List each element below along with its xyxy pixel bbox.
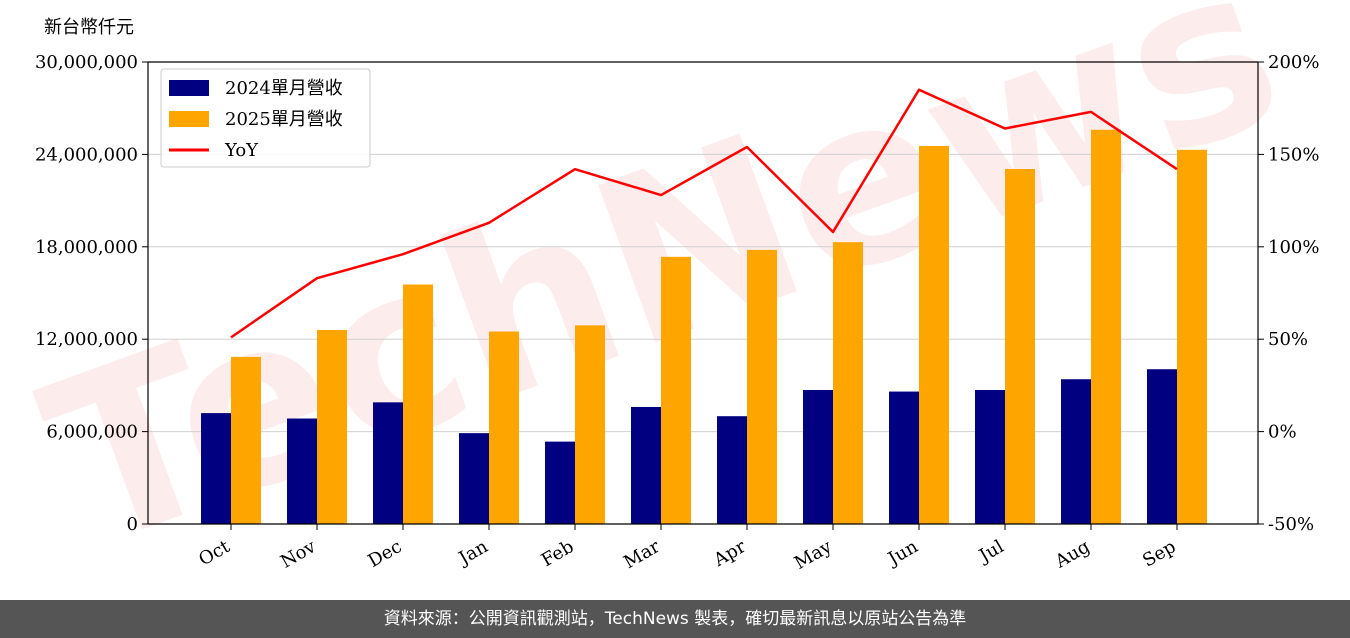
bar-2024 — [717, 416, 747, 524]
x-tick-label: Nov — [277, 536, 320, 573]
x-tick-label: May — [791, 536, 836, 574]
yoy-line — [230, 88, 1178, 339]
right-tick-label: 100% — [1268, 237, 1319, 258]
x-tick-label: Aug — [1051, 536, 1094, 573]
right-tick-label: 0% — [1268, 422, 1297, 443]
bar-2025 — [575, 325, 605, 524]
bar-2024 — [373, 402, 403, 524]
bar-2024 — [1147, 369, 1177, 524]
bar-2025 — [489, 331, 519, 524]
legend-box — [160, 68, 371, 168]
x-tick-label: Dec — [365, 536, 406, 572]
bar-2025 — [747, 249, 777, 524]
left-tick-label: 24,000,000 — [35, 144, 138, 165]
left-tick-label: 6,000,000 — [46, 422, 138, 443]
legend-label: 2024單月營收 — [225, 78, 343, 99]
yoy-line-layer — [230, 88, 1178, 339]
legend-label: YoY — [224, 140, 259, 161]
bar-2024 — [803, 390, 833, 524]
x-tick-label: Apr — [709, 536, 749, 571]
bar-2024 — [975, 390, 1005, 524]
bars — [201, 129, 1207, 524]
bar-2025 — [231, 356, 261, 524]
x-tick-label: Jul — [974, 536, 1008, 568]
bar-2024 — [631, 406, 661, 524]
right-tick-label: 200% — [1268, 52, 1319, 73]
left-tick-label: 18,000,000 — [35, 237, 138, 258]
right-tick-label: 150% — [1268, 144, 1319, 165]
legend-swatch — [169, 80, 209, 96]
bar-2025 — [833, 242, 863, 524]
bar-2024 — [545, 441, 575, 524]
footer-source: 資料來源：公開資訊觀測站，TechNews 製表，確切最新訊息以原站公告為準 — [0, 600, 1350, 638]
bar-2024 — [287, 418, 317, 524]
x-tick-label: Jan — [454, 536, 492, 570]
left-tick-label: 12,000,000 — [35, 329, 138, 350]
left-tick-label: 0 — [127, 514, 138, 535]
bar-2025 — [403, 284, 433, 524]
bar-2025 — [919, 145, 949, 524]
bar-2025 — [317, 329, 347, 524]
bar-2024 — [459, 433, 489, 524]
left-tick-label: 30,000,000 — [35, 52, 138, 73]
x-tick-label: Sep — [1139, 536, 1179, 571]
legend-label: 2025單月營收 — [225, 109, 343, 130]
legend: 2024單月營收 2025單月營收 YoY — [160, 68, 371, 168]
x-tick-label: Feb — [538, 536, 578, 571]
bar-2024 — [889, 391, 919, 524]
bar-2025 — [661, 256, 691, 524]
bar-2025 — [1005, 169, 1035, 524]
bar-2024 — [1061, 379, 1091, 524]
revenue-chart: TechNews 06,000,00012,000,00018,000,0002… — [16, 0, 1320, 600]
bar-2025 — [1091, 129, 1121, 524]
unit-label: 新台幣仟元 — [44, 17, 134, 38]
legend-swatch — [169, 111, 209, 127]
right-tick-label: 50% — [1268, 329, 1308, 350]
bar-2025 — [1177, 149, 1207, 524]
bar-2024 — [201, 413, 231, 524]
right-tick-label: -50% — [1268, 514, 1314, 535]
x-tick-label: Mar — [620, 536, 664, 573]
x-tick-label: Jun — [883, 536, 922, 571]
